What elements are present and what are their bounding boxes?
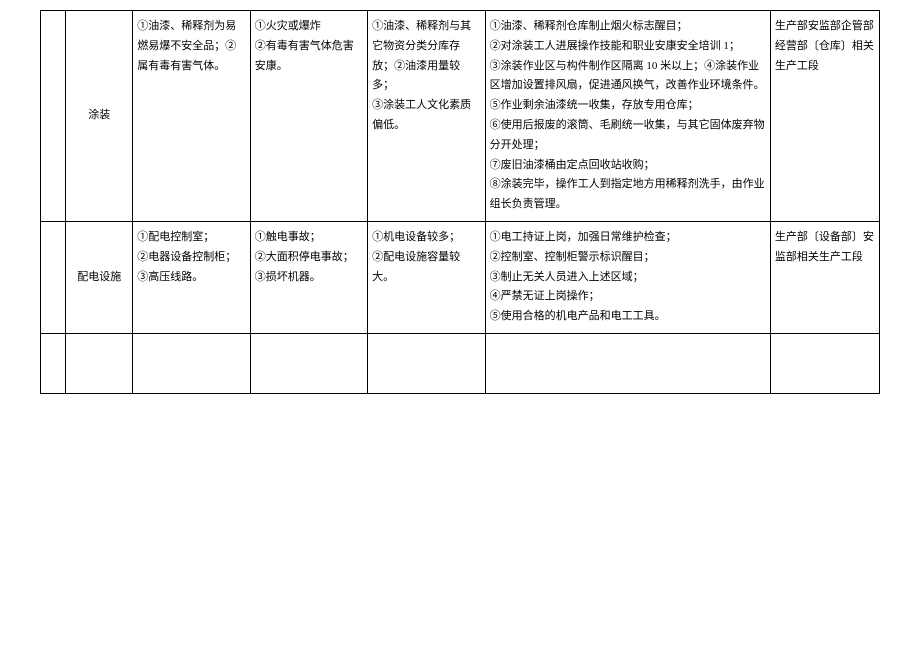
cell-e: 生产部〔设备部〕安监部相关生产工段 — [770, 221, 879, 333]
cell-c: ①油漆、稀释剂与其它物资分类分库存放；②油漆用量较多；③涂装工人文化素质偏低。 — [368, 11, 485, 222]
cell-empty — [485, 333, 770, 393]
cell-c: ①机电设备较多；②配电设施容量较大。 — [368, 221, 485, 333]
cell-empty — [41, 333, 66, 393]
table-row-empty — [41, 333, 880, 393]
cell-b: ①火灾或爆炸②有毒有害气体危害安康。 — [250, 11, 367, 222]
cell-name: 涂装 — [66, 11, 133, 222]
cell-empty — [66, 333, 133, 393]
cell-empty — [368, 333, 485, 393]
cell-empty — [250, 333, 367, 393]
cell-name: 配电设施 — [66, 221, 133, 333]
safety-table: 涂装 ①油漆、稀释剂为易燃易爆不安全品；②属有毒有害气体。 ①火灾或爆炸②有毒有… — [40, 10, 880, 394]
cell-num — [41, 221, 66, 333]
cell-d: ①电工持证上岗，加强日常维护检查；②控制室、控制柜警示标识醒目；③制止无关人员进… — [485, 221, 770, 333]
cell-b: ①触电事故；②大面积停电事故；③损坏机器。 — [250, 221, 367, 333]
cell-a: ①油漆、稀释剂为易燃易爆不安全品；②属有毒有害气体。 — [133, 11, 250, 222]
table-row: 涂装 ①油漆、稀释剂为易燃易爆不安全品；②属有毒有害气体。 ①火灾或爆炸②有毒有… — [41, 11, 880, 222]
table-row: 配电设施 ①配电控制室；②电器设备控制柜；③高压线路。 ①触电事故；②大面积停电… — [41, 221, 880, 333]
cell-e: 生产部安监部企管部经营部〔仓库〕相关生产工段 — [770, 11, 879, 222]
cell-num — [41, 11, 66, 222]
cell-empty — [770, 333, 879, 393]
cell-d: ①油漆、稀释剂仓库制止烟火标志醒目；②对涂装工人进展操作技能和职业安康安全培训 … — [485, 11, 770, 222]
cell-empty — [133, 333, 250, 393]
cell-a: ①配电控制室；②电器设备控制柜；③高压线路。 — [133, 221, 250, 333]
